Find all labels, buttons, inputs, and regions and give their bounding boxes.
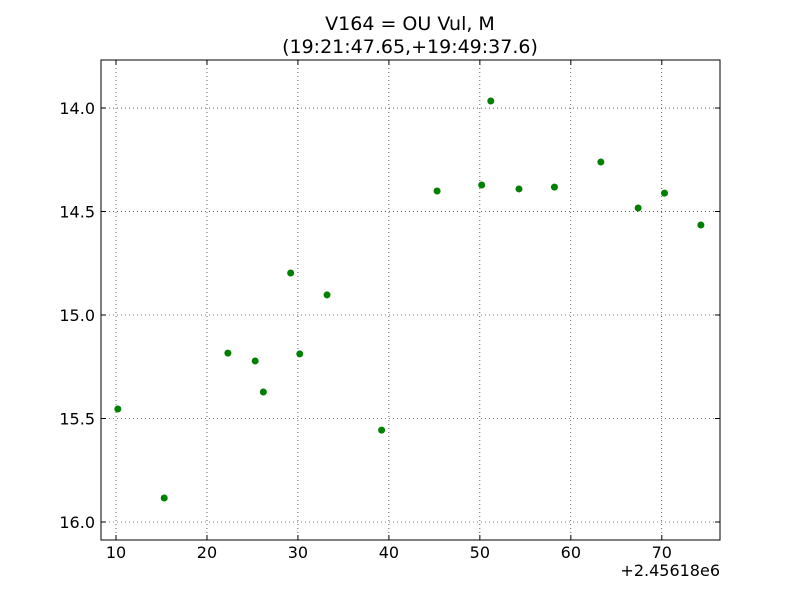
x-tick-label: 70	[652, 543, 672, 562]
x-offset-label: +2.45618e6	[620, 561, 720, 580]
point	[114, 405, 122, 413]
y-tick-label: 14.5	[59, 203, 95, 222]
plot-frame	[100, 59, 721, 541]
x-tick-label: 50	[470, 543, 490, 562]
x-tick-label: 10	[106, 543, 126, 562]
point	[515, 185, 523, 193]
point	[433, 187, 441, 195]
x-tick-label: 30	[288, 543, 308, 562]
y-tick-label: 14.0	[59, 99, 95, 118]
y-tick-label: 16.0	[59, 513, 95, 532]
point	[323, 291, 331, 299]
point	[378, 426, 386, 434]
point	[251, 357, 259, 365]
point	[296, 350, 304, 358]
x-tick-label: 60	[561, 543, 581, 562]
point	[550, 183, 558, 191]
x-tick-label: 40	[379, 543, 399, 562]
point	[661, 189, 669, 197]
point	[478, 181, 486, 189]
y-tick-label: 15.0	[59, 306, 95, 325]
y-tick-label: 15.5	[59, 409, 95, 428]
point	[487, 97, 495, 105]
point	[259, 388, 267, 396]
point	[160, 494, 168, 502]
point	[224, 349, 232, 357]
point	[287, 269, 295, 277]
point	[597, 158, 605, 166]
point	[697, 221, 705, 229]
chart-title: V164 = OU Vul, M	[325, 13, 495, 35]
point	[634, 204, 642, 212]
x-tick-label: 20	[197, 543, 217, 562]
chart-subtitle: (19:21:47.65,+19:49:37.6)	[282, 36, 538, 58]
